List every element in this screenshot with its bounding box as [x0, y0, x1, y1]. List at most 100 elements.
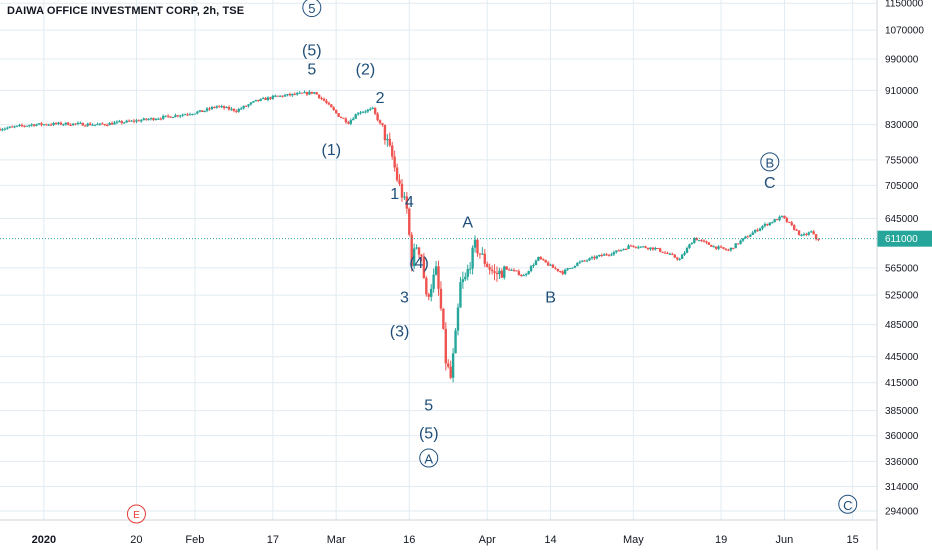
candle-body [408, 208, 411, 235]
event-marker: E [126, 504, 146, 524]
x-tick-label: 14 [544, 534, 556, 546]
candle-body [588, 258, 591, 261]
candle-body [602, 254, 606, 256]
x-tick-label: 15 [847, 534, 859, 546]
candle-body [490, 269, 494, 272]
candle-body [722, 247, 725, 249]
candle-body [690, 243, 694, 245]
candle-body [84, 125, 87, 127]
candle-body [274, 95, 277, 97]
candle-body [510, 269, 513, 271]
wave-label: 1 [390, 186, 399, 203]
candle-body [101, 123, 104, 125]
wave-label: C [843, 498, 852, 513]
candle-body [298, 92, 301, 94]
wave-label: A [424, 452, 433, 467]
candle-body [503, 266, 506, 278]
candle-body [227, 106, 231, 110]
candle-body [366, 109, 370, 112]
candle-body [86, 123, 89, 126]
wave-label: (2) [356, 61, 376, 78]
candle-body [203, 110, 206, 112]
candle-body [554, 267, 557, 269]
wave-label: 3 [400, 289, 409, 306]
y-tick-label: 830000 [885, 120, 919, 131]
candle-body [542, 259, 545, 261]
candle-body [15, 125, 19, 127]
candle-body [193, 113, 197, 115]
candle-body [327, 102, 331, 105]
candle-body [315, 92, 318, 95]
candle-body [13, 126, 16, 128]
candle-body [617, 250, 620, 252]
candle-body [244, 105, 248, 107]
y-tick-label: 314000 [885, 482, 919, 493]
candle-body [732, 247, 735, 249]
candle-body [429, 288, 433, 297]
candle-body [705, 241, 708, 243]
candle-body [442, 308, 445, 329]
candle-body [417, 247, 421, 255]
candle-body [607, 254, 611, 256]
candle-body [534, 260, 538, 266]
candle-body [334, 110, 338, 114]
candle-body [571, 267, 574, 269]
x-tick-label: Mar [327, 534, 346, 546]
candle-body [666, 252, 669, 254]
candle-body [449, 366, 452, 378]
candle-body [359, 112, 362, 114]
candle-body [261, 98, 265, 100]
candle-body [785, 218, 789, 222]
x-tick-label: 20 [130, 534, 142, 546]
candle-body [162, 116, 165, 119]
candle-body [685, 248, 689, 253]
candle-body [110, 122, 114, 125]
wave-label-circle [838, 494, 858, 514]
candle-body [115, 121, 119, 123]
candle-body [641, 246, 645, 248]
candle-body [437, 266, 440, 289]
candle-body [200, 110, 204, 112]
chart-grid [0, 0, 877, 520]
candle-body [391, 145, 394, 157]
wave-label: 2 [376, 90, 385, 107]
candle-body [746, 236, 750, 238]
candle-body [369, 108, 372, 110]
candle-body [354, 114, 357, 119]
wave-label: A [462, 214, 473, 231]
candle-body [130, 120, 133, 122]
candle-body [778, 216, 781, 221]
candle-body [373, 107, 377, 114]
candle-body [222, 106, 226, 109]
candle-body [376, 113, 379, 121]
candle-body [67, 122, 70, 126]
candle-body [483, 253, 486, 264]
candle-body [593, 256, 596, 259]
x-tick-label: Jun [776, 534, 794, 546]
candle-body [707, 242, 711, 245]
candle-body [751, 232, 754, 235]
x-tick-label: Feb [185, 534, 204, 546]
candle-body [281, 95, 284, 97]
candle-body [232, 108, 236, 111]
candle-body [649, 247, 652, 250]
candle-body [456, 307, 460, 331]
candle-body [712, 246, 715, 248]
candle-body [127, 120, 131, 122]
candle-body [495, 272, 499, 275]
candle-body [342, 117, 345, 119]
candle-body [561, 271, 564, 274]
candle-body [498, 270, 501, 275]
candle-body [0, 129, 2, 131]
candle-body [410, 234, 413, 267]
candle-body [303, 92, 306, 94]
candle-body [549, 264, 552, 266]
candle-body [654, 248, 657, 250]
candle-body [673, 254, 677, 258]
candle-body [700, 240, 703, 242]
last-price-line: 611000 [0, 230, 932, 247]
candle-body [247, 104, 250, 107]
candle-body [62, 124, 65, 126]
